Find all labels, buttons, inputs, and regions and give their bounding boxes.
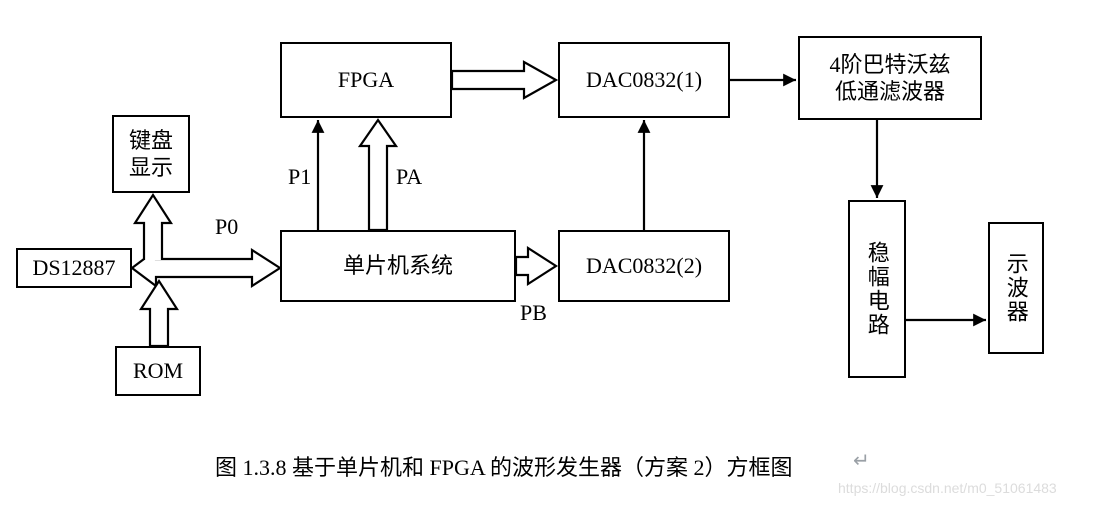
node-rom-label: ROM (133, 357, 183, 385)
node-keyboard-display-label: 键盘显示 (129, 127, 173, 182)
watermark: https://blog.csdn.net/m0_51061483 (838, 480, 1057, 496)
label-pa: PA (396, 164, 422, 190)
arrow-mcu-dac2 (516, 248, 556, 284)
node-dac1: DAC0832(1) (558, 42, 730, 118)
node-scope-label: 示波器 (1002, 252, 1030, 324)
node-dac2-label: DAC0832(2) (586, 252, 702, 280)
node-amp-label: 稳幅电路 (863, 241, 891, 337)
label-p0: P0 (215, 214, 238, 240)
node-rom: ROM (115, 346, 201, 396)
node-mcu: 单片机系统 (280, 230, 516, 302)
node-fpga-label: FPGA (338, 66, 394, 94)
node-dac2: DAC0832(2) (558, 230, 730, 302)
node-filter: 4阶巴特沃兹低通滤波器 (798, 36, 982, 120)
node-ds12887: DS12887 (16, 248, 132, 288)
node-scope: 示波器 (988, 222, 1044, 354)
node-mcu-label: 单片机系统 (343, 252, 453, 280)
diagram-canvas: 键盘显示 DS12887 ROM FPGA 单片机系统 DAC0832(1) D… (0, 0, 1095, 506)
node-ds12887-label: DS12887 (32, 254, 115, 282)
node-dac1-label: DAC0832(1) (586, 66, 702, 94)
node-filter-label: 4阶巴特沃兹低通滤波器 (829, 51, 950, 106)
label-p1: P1 (288, 164, 311, 190)
arrow-junction-to-keyboard (135, 195, 171, 260)
node-amp: 稳幅电路 (848, 200, 906, 378)
node-keyboard-display: 键盘显示 (112, 115, 190, 193)
arrow-rom-to-junction (141, 281, 177, 346)
return-mark: ↵ (853, 448, 870, 473)
arrow-fpga-dac1 (452, 62, 556, 98)
node-fpga: FPGA (280, 42, 452, 118)
arrow-mcu-fpga-pa (360, 120, 396, 230)
arrow-ds12887-mcu (132, 250, 280, 286)
label-pb: PB (520, 300, 547, 326)
caption: 图 1.3.8 基于单片机和 FPGA 的波形发生器（方案 2）方框图 (215, 450, 793, 482)
